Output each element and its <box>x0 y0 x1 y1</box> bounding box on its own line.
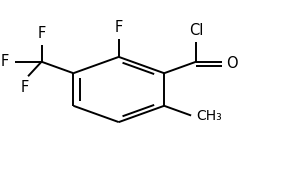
Text: F: F <box>21 80 29 95</box>
Text: F: F <box>115 20 123 35</box>
Text: CH₃: CH₃ <box>196 109 222 123</box>
Text: O: O <box>226 56 238 71</box>
Text: F: F <box>38 26 46 41</box>
Text: F: F <box>0 54 8 69</box>
Text: Cl: Cl <box>189 23 203 38</box>
